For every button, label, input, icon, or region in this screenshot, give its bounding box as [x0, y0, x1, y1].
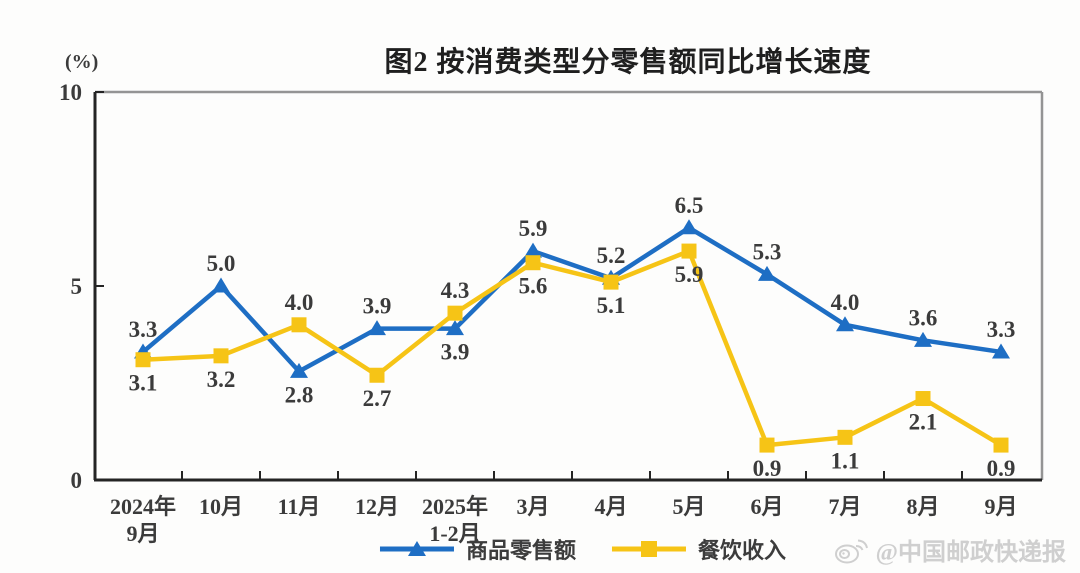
data-point-label: 3.9 — [363, 294, 392, 319]
data-point-label: 4.0 — [831, 290, 860, 315]
data-point-label: 1.1 — [831, 448, 860, 473]
data-point-marker-triangle — [212, 277, 230, 293]
weibo-icon — [834, 539, 868, 563]
x-tick-label: 4月 — [594, 494, 627, 519]
data-point-label: 0.9 — [987, 456, 1016, 481]
data-point-label: 2.7 — [363, 386, 392, 411]
legend-label-catering-income: 餐饮收入 — [698, 538, 787, 563]
x-tick-label: 8月 — [906, 494, 939, 519]
chart-legend: 商品零售额 餐饮收入 — [378, 533, 786, 565]
data-point-marker-square — [603, 274, 619, 290]
data-point-marker-square — [681, 243, 697, 259]
data-point-marker-square — [369, 367, 385, 383]
data-point-marker-square — [447, 305, 463, 321]
data-point-label: 3.3 — [987, 317, 1016, 342]
y-tick-label: 5 — [71, 274, 83, 299]
x-tick-label: 3月 — [516, 494, 549, 519]
data-point-marker-triangle — [290, 362, 308, 378]
data-point-label: 4.0 — [285, 290, 314, 315]
x-tick-label: 7月 — [828, 494, 861, 519]
data-point-marker-triangle — [680, 219, 698, 235]
catering-series-marker-icon — [612, 541, 686, 557]
x-tick-label: 10月 — [199, 494, 243, 519]
x-tick-label: 2024年 — [110, 494, 176, 519]
watermark-text: @中国邮政快递报 — [875, 540, 1066, 566]
x-tick-label: 9月 — [984, 494, 1017, 519]
data-point-label: 2.8 — [285, 382, 314, 407]
data-point-marker-square — [993, 437, 1009, 453]
data-point-marker-square — [915, 391, 931, 407]
data-point-marker-triangle — [914, 331, 932, 347]
data-point-label: 0.9 — [753, 456, 782, 481]
data-point-label: 5.9 — [519, 216, 548, 241]
data-point-marker-triangle — [368, 320, 386, 336]
x-tick-label: 1-2月 — [429, 521, 480, 546]
x-tick-label: 11月 — [278, 494, 321, 519]
series-line-餐饮收入 — [140, 248, 1004, 448]
goods-series-marker-icon — [379, 541, 454, 556]
data-point-label: 3.1 — [129, 371, 158, 396]
x-tick-label: 12月 — [355, 494, 399, 519]
data-point-marker-triangle — [992, 343, 1010, 359]
legend-label-goods-retail: 商品零售额 — [465, 538, 576, 563]
watermark: @中国邮政快递报 — [834, 532, 1066, 567]
y-axis-unit-label: (%) — [65, 51, 98, 73]
data-point-label: 5.9 — [675, 262, 704, 287]
data-point-label: 5.3 — [753, 239, 782, 264]
data-point-label: 5.0 — [207, 251, 236, 276]
data-point-label: 3.6 — [909, 305, 938, 330]
data-point-marker-square — [135, 352, 151, 368]
data-point-label: 5.6 — [519, 274, 548, 299]
data-point-marker-triangle — [524, 242, 542, 258]
series-line-商品零售额 — [140, 225, 1004, 374]
x-tick-label: 6月 — [750, 494, 783, 519]
data-point-marker-triangle — [446, 320, 464, 336]
data-point-label: 5.2 — [597, 243, 626, 268]
y-tick-label: 10 — [59, 80, 82, 105]
data-point-label: 3.3 — [129, 317, 158, 342]
data-point-label: 3.9 — [441, 340, 470, 365]
x-tick-label: 9月 — [126, 521, 159, 546]
data-point-marker-square — [213, 348, 229, 364]
data-point-marker-square — [837, 429, 853, 445]
data-point-marker-square — [291, 317, 307, 333]
data-point-label: 6.5 — [675, 193, 704, 218]
data-point-marker-triangle — [836, 316, 854, 332]
data-point-label: 3.2 — [207, 367, 236, 392]
data-point-label: 4.3 — [441, 278, 470, 303]
data-point-marker-square — [759, 437, 775, 453]
data-point-label: 5.1 — [597, 293, 626, 318]
legend-item-goods-retail: 商品零售额 — [378, 533, 576, 565]
data-point-label: 2.1 — [909, 410, 938, 435]
x-tick-label: 2025年 — [422, 494, 488, 519]
chart-title: 图2 按消费类型分零售额同比增长速度 — [384, 47, 872, 78]
y-tick-label: 0 — [71, 468, 83, 493]
x-tick-label: 5月 — [672, 494, 705, 519]
legend-item-catering-income: 餐饮收入 — [610, 533, 786, 565]
data-point-marker-square — [525, 255, 541, 271]
data-point-marker-triangle — [758, 265, 776, 281]
